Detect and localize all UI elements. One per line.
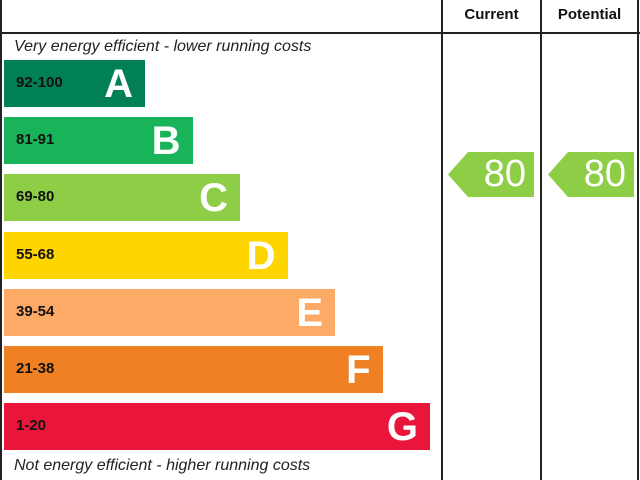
band-letter: C	[199, 176, 228, 221]
band-f-bar: 21-38 F	[4, 346, 383, 393]
band-range: 81-91	[16, 131, 55, 149]
border-left	[0, 0, 2, 480]
band-letter: E	[296, 290, 323, 335]
band-letter: G	[386, 405, 418, 450]
band-range: 1-20	[16, 417, 47, 435]
header-divider	[0, 32, 640, 34]
band-range: 69-80	[16, 188, 55, 206]
header-potential: Potential	[557, 6, 622, 23]
band-d-bar: 55-68 D	[4, 231, 288, 279]
band-letter: F	[346, 348, 371, 392]
current-rating-value: 80	[483, 153, 526, 195]
band-letter: B	[151, 119, 181, 164]
divider-current	[441, 0, 443, 480]
potential-rating-value: 80	[583, 153, 626, 195]
band-a-bar: 92-100 A	[4, 60, 145, 107]
divider-potential	[540, 0, 542, 480]
band-range: 21-38	[16, 360, 55, 377]
band-letter: D	[246, 233, 276, 278]
band-range: 92-100	[16, 74, 63, 91]
top-note: Very energy efficient - lower running co…	[14, 38, 312, 55]
potential-rating-arrow: 80	[548, 152, 634, 197]
current-rating-arrow: 80	[448, 152, 534, 197]
band-c-bar: 69-80 C	[4, 174, 240, 222]
band-range: 39-54	[16, 302, 55, 320]
band-e-bar: 39-54 E	[4, 288, 335, 336]
bottom-note: Not energy efficient - higher running co…	[14, 457, 311, 474]
band-g-bar: 1-20 G	[4, 403, 430, 451]
band-letter: A	[104, 62, 133, 106]
band-b-bar: 81-91 B	[4, 117, 193, 165]
header-current: Current	[464, 6, 519, 23]
border-right	[637, 0, 639, 480]
band-range: 55-68	[16, 245, 55, 263]
